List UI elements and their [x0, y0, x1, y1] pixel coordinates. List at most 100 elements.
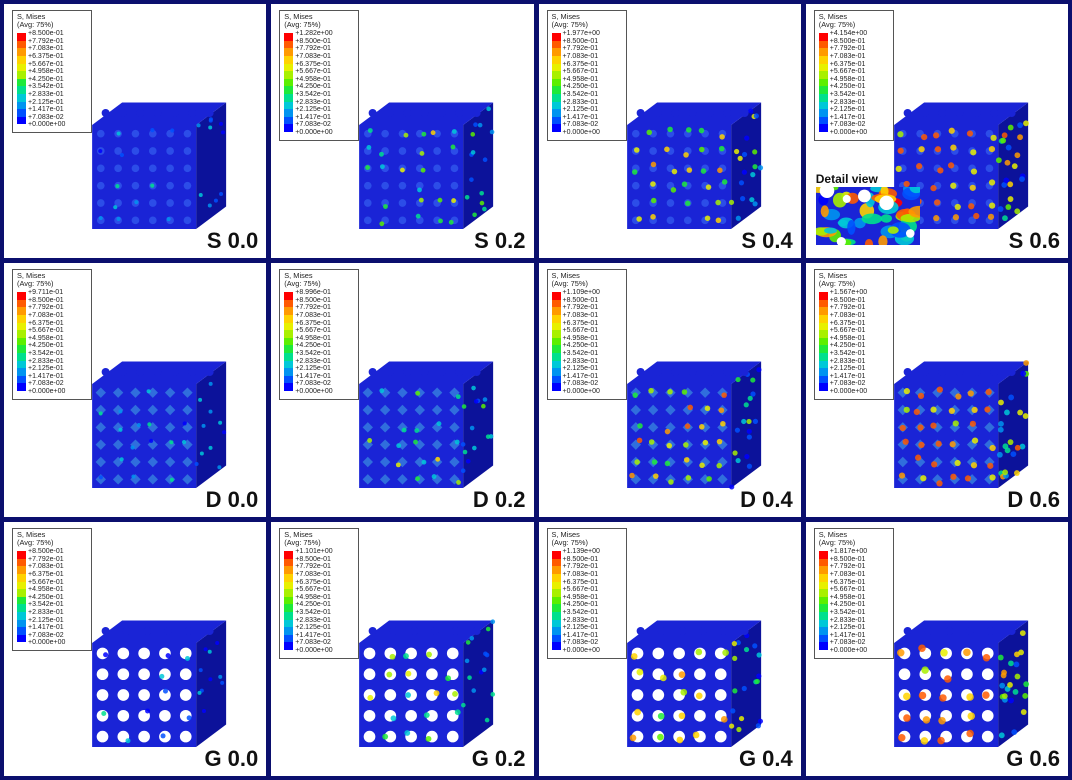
stress-spot [118, 427, 123, 432]
stress-spot [1001, 469, 1008, 476]
legend-value: +0.000e+00 [829, 128, 868, 136]
cube-top-face [359, 620, 494, 643]
legend-swatch [818, 55, 828, 64]
stress-spot [98, 475, 103, 480]
stress-spot [753, 113, 759, 119]
stress-spot [988, 202, 995, 209]
stress-spot [741, 151, 747, 158]
legend-swatch [551, 573, 561, 582]
legend-value: +2.833e-01 [28, 357, 64, 365]
stress-spot [367, 694, 374, 701]
legend-value: +3.542e-01 [829, 90, 866, 98]
stress-spot [433, 690, 440, 697]
lattice-protrusion [403, 368, 412, 376]
stress-spot [902, 692, 911, 701]
stress-spot [970, 462, 977, 469]
stress-legend: S, Mises (Avg: 75%) +1.109e+00 +8.500e-01 +7… [546, 269, 627, 400]
legend-swatch [17, 337, 26, 346]
stress-spot [746, 434, 752, 440]
legend-swatch [284, 109, 294, 117]
lattice-protrusion [472, 109, 481, 117]
lattice-protrusion [101, 627, 110, 635]
stress-spot [98, 411, 103, 416]
detail-stress-blob [909, 187, 920, 194]
stress-spot [115, 184, 120, 189]
legend-value: +3.542e-01 [295, 349, 331, 357]
legend-swatch [284, 604, 294, 612]
legend-swatch [17, 566, 26, 574]
detail-stress-blob [846, 219, 856, 235]
legend-value: +5.667e-01 [28, 60, 64, 68]
contour-panel: S, Mises (Avg: 75%) +1.977e+00 +8.500e-01 +7… [538, 4, 801, 258]
legend-header: (Avg: 75%) [284, 19, 321, 29]
legend-value: +7.083e-01 [562, 311, 599, 319]
legend-swatch [818, 337, 828, 346]
lattice-protrusion [472, 627, 481, 635]
legend-swatch [284, 596, 294, 605]
legend-swatch [818, 86, 828, 94]
stress-spot [490, 129, 495, 135]
legend-swatch [17, 375, 26, 384]
lattice-protrusion [452, 627, 461, 635]
legend-value: +7.083e-02 [562, 380, 599, 388]
stress-spot [728, 199, 734, 205]
stress-spot [686, 404, 693, 411]
legend-swatch [17, 634, 26, 643]
lattice-node [450, 181, 459, 190]
stress-spot [996, 451, 1003, 458]
stress-spot [405, 692, 412, 698]
stress-spot [952, 214, 959, 221]
lattice-strut [112, 456, 124, 468]
stress-spot [207, 649, 212, 654]
legend-swatch [17, 619, 26, 628]
legend-value: +7.083e-01 [295, 570, 331, 578]
stress-spot [751, 164, 758, 170]
stress-spot [683, 457, 689, 463]
legend-header: (Avg: 75%) [551, 278, 588, 288]
stress-spot [694, 648, 702, 656]
legend-value: +1.417e-01 [829, 113, 866, 121]
stress-spot [740, 418, 746, 425]
legend-value: +2.125e-01 [562, 624, 599, 632]
stress-spot [728, 484, 734, 490]
stress-spot [1016, 409, 1023, 416]
legend-value: +6.375e-01 [562, 578, 599, 586]
lattice-protrusion [368, 109, 377, 117]
stress-spot [685, 475, 691, 481]
stress-spot [720, 392, 727, 398]
stress-spot [1022, 120, 1029, 127]
legend-header: S, Mises [551, 12, 580, 21]
lattice-pore [179, 689, 192, 701]
legend-value: +4.250e-01 [295, 83, 331, 91]
lattice-protrusion [719, 627, 728, 635]
legend-value: +8.500e-01 [28, 30, 64, 38]
stress-spot [950, 144, 957, 151]
stress-spot [918, 146, 925, 153]
lattice-strut [112, 387, 124, 398]
lattice-strut [380, 387, 391, 398]
legend-swatch [17, 611, 26, 620]
lattice-node [398, 181, 407, 190]
lattice-strut [182, 456, 193, 468]
legend-swatch [551, 581, 561, 590]
legend-swatch [17, 330, 26, 338]
stress-spot [897, 733, 906, 742]
stress-spot [735, 215, 741, 221]
cube-front-face [626, 384, 731, 488]
legend-value: +6.375e-01 [28, 570, 64, 578]
legend-swatch [284, 116, 294, 125]
legend-value: +6.375e-01 [28, 52, 64, 60]
stress-spot [456, 394, 461, 400]
lattice-protrusion [403, 109, 412, 117]
stress-spot [415, 476, 421, 482]
legend-swatch [17, 93, 26, 102]
legend-swatch [551, 124, 561, 132]
stress-spot [103, 652, 109, 658]
lattice-node [148, 129, 157, 138]
lattice-protrusion [170, 109, 179, 117]
legend-header: (Avg: 75%) [818, 278, 856, 288]
legend-value: +2.125e-01 [562, 365, 599, 373]
stress-spot [419, 197, 425, 203]
legend-swatch [17, 368, 26, 376]
